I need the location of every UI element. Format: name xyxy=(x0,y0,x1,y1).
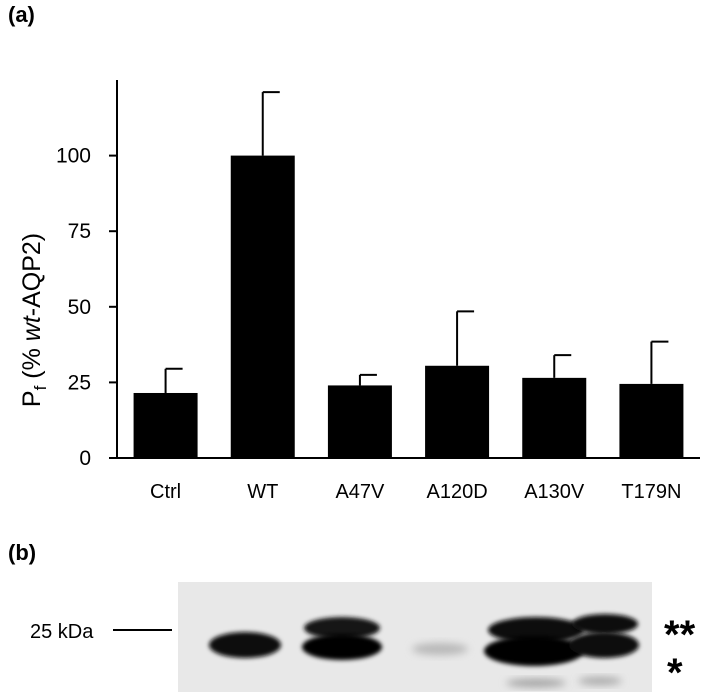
marker-25kda-label: 25 kDa xyxy=(30,621,94,643)
bar-a130v xyxy=(522,377,587,458)
bar-a120d xyxy=(425,365,490,458)
panel-a-label: (a) xyxy=(8,2,35,27)
band-lane5-lower xyxy=(484,636,584,666)
band-lane6-lower xyxy=(569,632,639,658)
x-tick-label-wt: WT xyxy=(247,481,278,503)
y-axis-label-main: P xyxy=(18,390,46,407)
band-lane2-lower xyxy=(209,632,281,658)
bar-chart: 0 25 50 75 100 Ctrl WT A47V A120D A130V T179N Pf … xyxy=(18,80,700,503)
band-lane6-smear xyxy=(578,677,622,685)
bar-t179n xyxy=(619,383,684,458)
y-tick-label: 50 xyxy=(68,296,91,319)
y-tick-label: 0 xyxy=(79,447,91,470)
y-axis-label-subscript: f xyxy=(31,385,50,390)
bars xyxy=(133,155,684,458)
y-axis-label-part1: (% xyxy=(18,341,46,385)
band-lane5-upper xyxy=(488,617,584,643)
y-tick-label: 25 xyxy=(68,371,91,394)
x-tick-label-t179n: T179N xyxy=(621,481,681,503)
band-lane5-smear xyxy=(506,679,566,687)
y-axis-label-part2: -AQP2) xyxy=(18,233,46,316)
x-tick-label-a130v: A130V xyxy=(524,481,585,503)
x-tick-label-a47v: A47V xyxy=(335,481,385,503)
y-axis-label-italic: wt xyxy=(18,315,46,341)
y-tick-label: 100 xyxy=(56,145,91,168)
band-lane3-upper xyxy=(304,617,380,639)
y-ticks: 0 25 50 75 100 xyxy=(56,145,117,470)
western-blot: 25 kDa ** * xyxy=(30,582,696,693)
upper-band-asterisks: ** xyxy=(664,613,696,657)
lower-band-asterisk: * xyxy=(667,651,683,693)
band-lane4-faint xyxy=(412,643,468,655)
band-lane6-upper xyxy=(572,614,638,634)
bar-a47v xyxy=(327,385,392,458)
y-axis-label: Pf (% wt-AQP2) xyxy=(18,233,50,407)
x-tick-labels: Ctrl WT A47V A120D A130V T179N xyxy=(150,481,681,503)
x-tick-label-a120d: A120D xyxy=(427,481,488,503)
panel-b-label: (b) xyxy=(8,540,37,565)
error-bars xyxy=(164,91,669,393)
bar-ctrl xyxy=(133,392,198,458)
x-tick-label-ctrl: Ctrl xyxy=(150,481,181,503)
y-tick-label: 75 xyxy=(68,220,91,243)
bar-wt xyxy=(230,155,295,458)
band-lane3-lower xyxy=(302,634,382,660)
